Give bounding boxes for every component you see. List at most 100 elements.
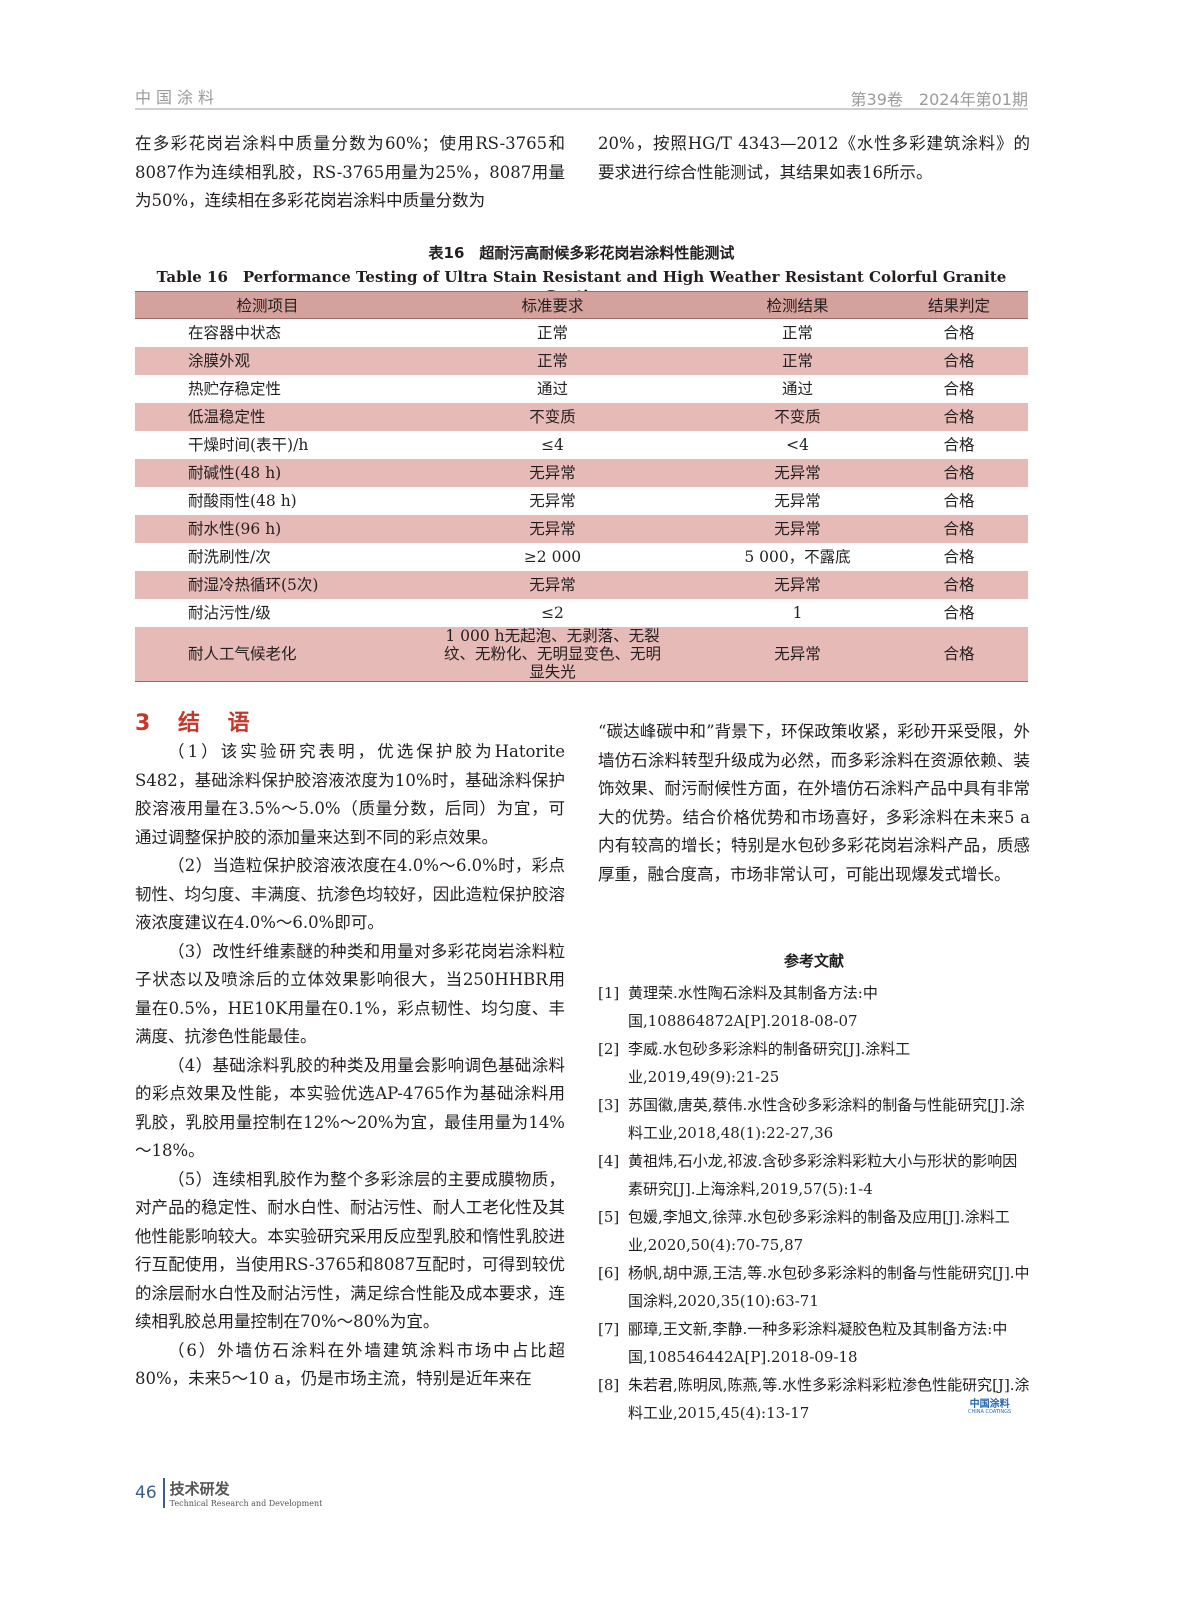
reference-text: 杨帆,胡中源,王洁,等.水包砂多彩涂料的制备与性能研究[J].中国涂料,2020…	[628, 1264, 1030, 1310]
table-cell: 干燥时间(表干)/h	[188, 435, 309, 454]
table-cell: 通过	[781, 379, 813, 398]
table-cell: 合格	[890, 570, 1028, 599]
conclusion-paragraph: （4）基础涂料乳胶的种类及用量会影响调色基础涂料的彩点效果及性能，本实验优选AP…	[135, 1055, 565, 1161]
table-row: 低温稳定性 不变质 不变质 合格	[135, 402, 1028, 431]
col-header: 标准要求	[400, 291, 705, 319]
table-cell: 不变质	[705, 402, 890, 431]
table-cell: 不变质	[400, 402, 705, 431]
table-row: 耐酸雨性(48 h) 无异常 无异常 合格	[135, 487, 1028, 515]
footer-section-en: Technical Research and Development	[169, 1499, 323, 1508]
reference-text: 苏国徽,唐英,蔡伟.水性含砂多彩涂料的制备与性能研究[J].涂料工业,2018,…	[628, 1096, 1025, 1142]
table-cell: 合格	[943, 379, 975, 398]
reference-item: [3] 苏国徽,唐英,蔡伟.水性含砂多彩涂料的制备与性能研究[J].涂料工业,20…	[598, 1091, 1030, 1147]
table-cell: ≤2	[541, 603, 564, 622]
intro-right: 20%，按照HG/T 4343—2012《水性多彩建筑涂料》的要求进行综合性能测…	[598, 130, 1030, 187]
table-cell: 热贮存稳定性	[188, 379, 282, 398]
reference-item: [4] 黄祖炜,石小龙,祁波.含砂多彩涂料彩粒大小与形状的影响因素研究[J].上海…	[598, 1147, 1030, 1203]
conclusion-left: （1）该实验研究表明，优选保护胶为Hatorite S482，基础涂料保护胶溶液…	[135, 738, 565, 1394]
reference-number: [4]	[598, 1152, 620, 1170]
table-cell: 5 000，不露底	[744, 547, 851, 566]
conclusion-paragraph: （6）外墙仿石涂料在外墙建筑涂料市场中占比超80%，未来5～10 a，仍是市场主…	[135, 1340, 565, 1389]
table-row: 干燥时间(表干)/h ≤4 <4 合格	[135, 431, 1028, 459]
reference-number: [1]	[598, 984, 620, 1002]
reference-text: 黄祖炜,石小龙,祁波.含砂多彩涂料彩粒大小与形状的影响因素研究[J].上海涂料,…	[628, 1152, 1018, 1198]
table-cell: 合格	[943, 547, 975, 566]
table-cell: 在容器中状态	[188, 323, 282, 342]
reference-number: [3]	[598, 1096, 620, 1114]
china-coatings-logo: 中国涂料 CHINA COATINGS	[968, 1399, 1012, 1415]
table-cell: 合格	[943, 435, 975, 454]
intro-left-text: 在多彩花岗岩涂料中质量分数为60%；使用RS-3765和8087作为连续相乳胶，…	[135, 134, 565, 210]
table-cell: 无异常	[529, 491, 576, 510]
table-cell: 无异常	[705, 570, 890, 599]
table-caption-cn: 表16 超耐污高耐候多彩花岗岩涂料性能测试	[428, 244, 735, 262]
reference-number: [7]	[598, 1320, 620, 1338]
table-row: 耐水性(96 h) 无异常 无异常 合格	[135, 514, 1028, 543]
table-cell: 无异常	[705, 458, 890, 487]
journal-name: 中国涂料	[135, 88, 220, 107]
reference-text: 朱若君,陈明凤,陈燕,等.水性多彩涂料彩粒渗色性能研究[J].涂料工业,2015…	[628, 1376, 1030, 1422]
footer: 46 技术研发 Technical Research and Developmen…	[135, 1478, 322, 1508]
table-cell: 耐水性(96 h)	[135, 514, 400, 543]
header-divider	[135, 108, 1028, 110]
table-cell: 无异常	[705, 514, 890, 543]
table-cell: 1 000 h无起泡、无剥落、无裂纹、无粉化、无明显变色、无明显失光	[400, 626, 705, 682]
reference-text: 黄理荣.水性陶石涂料及其制备方法:中国,108864872A[P].2018-0…	[628, 984, 878, 1030]
table-row: 涂膜外观 正常 正常 合格	[135, 346, 1028, 375]
table-cell: 正常	[536, 323, 568, 342]
table-cell: 通过	[536, 379, 568, 398]
conclusion-right: “碳达峰碳中和”背景下，环保政策收紧，彩砂开采受限，外墙仿石涂料转型升级成为必然…	[598, 718, 1030, 889]
reference-item: [6] 杨帆,胡中源,王洁,等.水包砂多彩涂料的制备与性能研究[J].中国涂料,2…	[598, 1259, 1030, 1315]
table-cell: 涂膜外观	[135, 346, 400, 375]
table-cell: 正常	[705, 346, 890, 375]
performance-table: 检测项目 标准要求 检测结果 结果判定 在容器中状态 正常 正常 合格 涂膜外观 正常 正常…	[135, 291, 1028, 682]
table-cell: 合格	[890, 346, 1028, 375]
table-cell: <4	[786, 435, 809, 454]
reference-number: [2]	[598, 1040, 620, 1058]
table-row: 耐洗刷性/次 ≥2 000 5 000，不露底 合格	[135, 543, 1028, 571]
reference-item: [1] 黄理荣.水性陶石涂料及其制备方法:中国,108864872A[P].201…	[598, 979, 1030, 1035]
section-title: 3 结 语	[135, 711, 260, 736]
col-header: 检测结果	[705, 291, 890, 319]
table-cell: 正常	[400, 346, 705, 375]
references-title: 参考文献	[783, 952, 844, 970]
table-cell: ≥2 000	[523, 547, 582, 566]
reference-number: [6]	[598, 1264, 620, 1282]
conclusion-paragraph: （2）当造粒保护胶溶液浓度在4.0%～6.0%时，彩点韧性、均匀度、丰满度、抗渗…	[135, 856, 565, 932]
table-row: 耐湿冷热循环(5次) 无异常 无异常 合格	[135, 570, 1028, 599]
table-cell: 合格	[943, 491, 975, 510]
table-row: 在容器中状态 正常 正常 合格	[135, 319, 1028, 347]
table-cell: 正常	[781, 323, 813, 342]
reference-number: [8]	[598, 1376, 620, 1394]
table-cell: 无异常	[400, 514, 705, 543]
table-cell: 合格	[890, 626, 1028, 682]
intro-right-text: 20%，按照HG/T 4343—2012《水性多彩建筑涂料》的要求进行综合性能测…	[598, 134, 1030, 182]
table-cell: 无异常	[400, 570, 705, 599]
reference-item: [5] 包媛,李旭文,徐萍.水包砂多彩涂料的制备及应用[J].涂料工业,2020,…	[598, 1203, 1030, 1259]
conclusion-right-text: “碳达峰碳中和”背景下，环保政策收紧，彩砂开采受限，外墙仿石涂料转型升级成为必然…	[598, 722, 1030, 884]
conclusion-paragraph: （5）连续相乳胶作为整个多彩涂层的主要成膜物质，对产品的稳定性、耐水白性、耐沾污…	[135, 1169, 565, 1332]
table-cell: 耐人工气候老化	[135, 626, 400, 682]
col-header: 结果判定	[890, 291, 1028, 319]
table-header-row: 检测项目 标准要求 检测结果 结果判定	[135, 291, 1028, 319]
table-cell: 耐酸雨性(48 h)	[188, 491, 297, 510]
table-row: 耐人工气候老化 1 000 h无起泡、无剥落、无裂纹、无粉化、无明显变色、无明显失…	[135, 626, 1028, 682]
table-row: 热贮存稳定性 通过 通过 合格	[135, 375, 1028, 403]
table-cell: 1	[792, 603, 803, 622]
table-cell: 低温稳定性	[135, 402, 400, 431]
reference-text: 包媛,李旭文,徐萍.水包砂多彩涂料的制备及应用[J].涂料工业,2020,50(…	[628, 1208, 1010, 1254]
table-cell: 耐洗刷性/次	[188, 547, 271, 566]
intro-left: 在多彩花岗岩涂料中质量分数为60%；使用RS-3765和8087作为连续相乳胶，…	[135, 130, 565, 216]
reference-item: [7] 郦璋,王文新,李静.一种多彩涂料凝胶色粒及其制备方法:中国,1085464…	[598, 1315, 1030, 1371]
table-cell: 无异常	[774, 491, 821, 510]
footer-divider	[162, 1478, 165, 1508]
reference-text: 李威.水包砂多彩涂料的制备研究[J].涂料工业,2019,49(9):21-25	[628, 1040, 911, 1086]
reference-number: [5]	[598, 1208, 620, 1226]
page-number: 46	[135, 1483, 157, 1503]
table-cell: 合格	[890, 514, 1028, 543]
footer-section-cn: 技术研发	[169, 1480, 230, 1498]
table-cell: 耐湿冷热循环(5次)	[135, 570, 400, 599]
table-cell: 耐沾污性/级	[188, 603, 271, 622]
col-header: 检测项目	[135, 291, 400, 319]
table-cell: ≤4	[541, 435, 564, 454]
